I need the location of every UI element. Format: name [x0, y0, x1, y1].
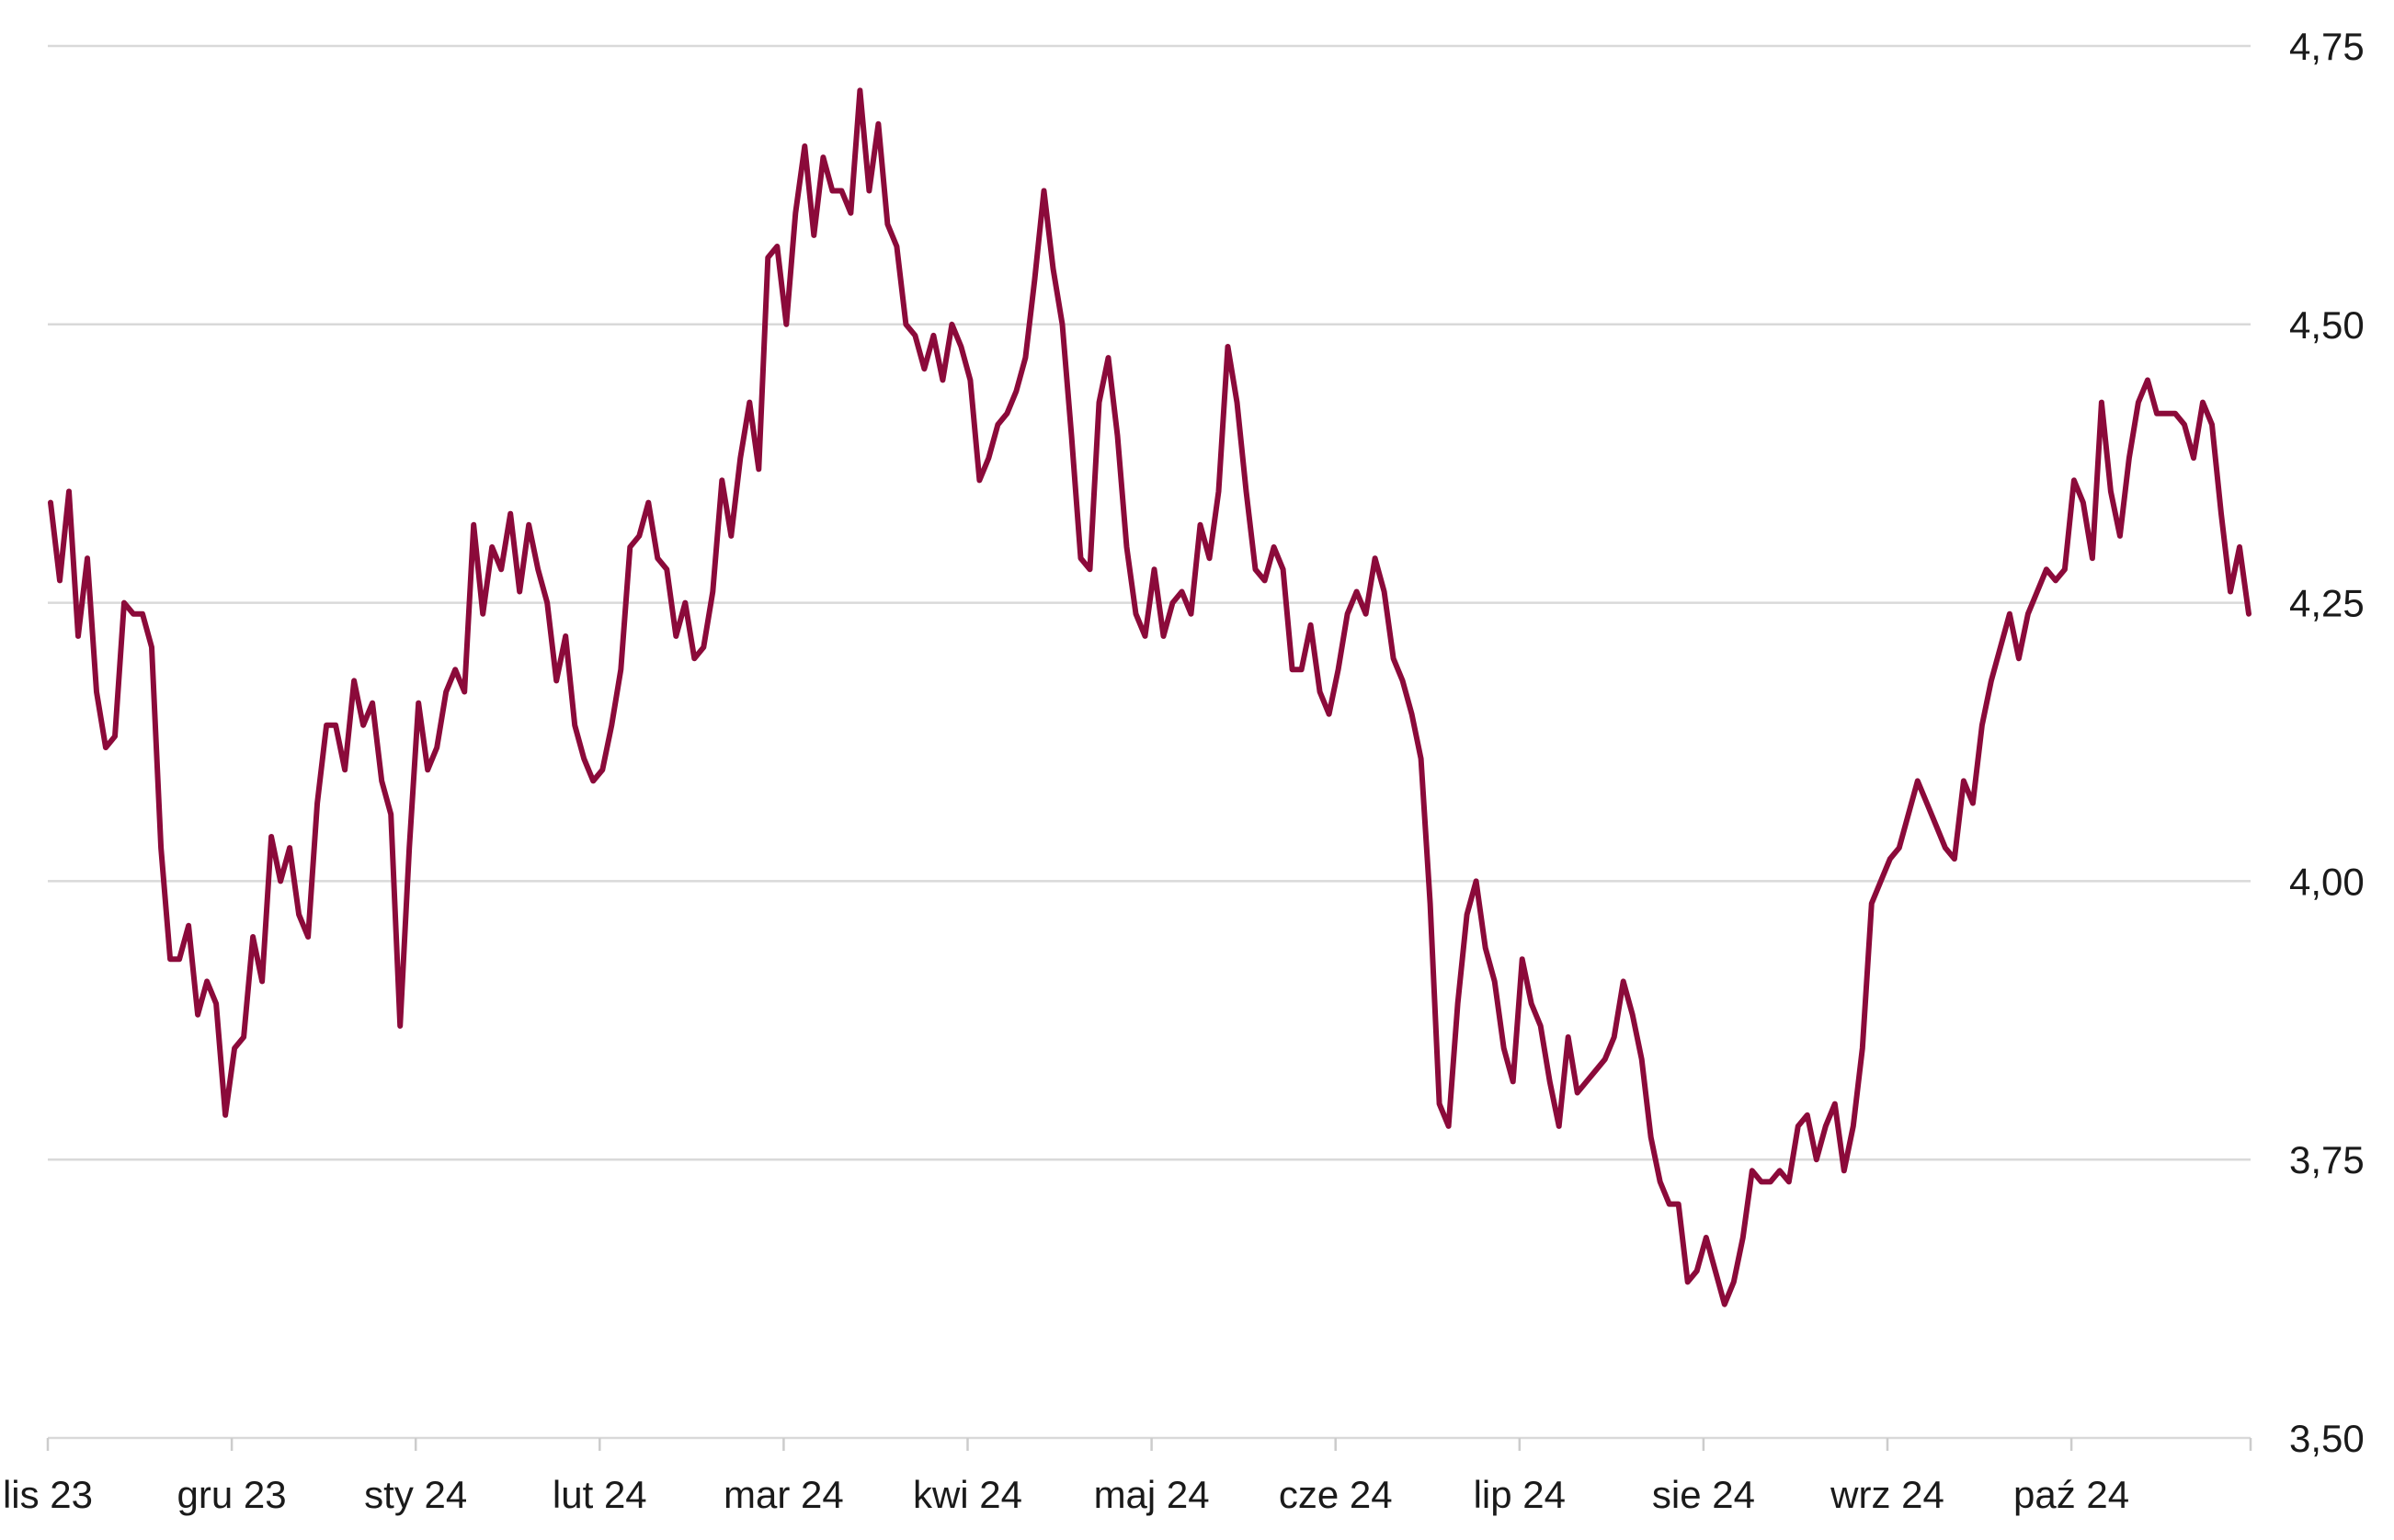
y-tick-label: 4,00	[2289, 860, 2365, 903]
y-tick-label: 4,50	[2289, 303, 2365, 347]
x-tick-label: lut 24	[553, 1473, 647, 1516]
y-tick-label: 4,25	[2289, 582, 2365, 625]
x-tick-marks	[46, 1438, 2252, 1451]
y-tick-labels: 3,50 3,75 4,00 4,25 4,50 4,75	[2289, 25, 2365, 1460]
y-tick-label: 4,75	[2289, 25, 2365, 68]
x-tick-label: sty 24	[364, 1473, 467, 1516]
x-tick-label: maj 24	[1094, 1473, 1210, 1516]
x-tick-label: paź 24	[2013, 1473, 2129, 1516]
x-tick-label: mar 24	[724, 1473, 844, 1516]
x-tick-label: kwi 24	[913, 1473, 1022, 1516]
x-tick-label: lip 24	[1474, 1473, 1566, 1516]
x-tick-labels: lis 23 gru 23 sty 24 lut 24 mar 24 kwi 24 maj …	[3, 1473, 2129, 1516]
x-tick-label: cze 24	[1279, 1473, 1393, 1516]
x-tick-label: wrz 24	[1830, 1473, 1944, 1516]
x-tick-label: lis 23	[3, 1473, 93, 1516]
y-tick-label: 3,75	[2289, 1138, 2365, 1181]
y-tick-label: 3,50	[2289, 1417, 2365, 1460]
x-tick-label: gru 23	[177, 1473, 287, 1516]
series-line	[48, 87, 2252, 1307]
x-tick-label: sie 24	[1652, 1473, 1755, 1516]
